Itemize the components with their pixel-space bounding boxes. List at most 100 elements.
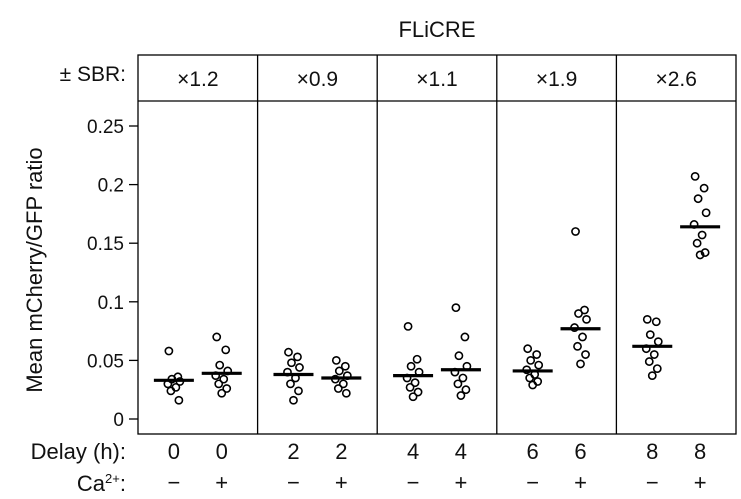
- data-point: [334, 366, 344, 376]
- data-point: [576, 359, 585, 369]
- y-tick-label: 0.1: [98, 293, 124, 314]
- data-point: [653, 337, 663, 347]
- data-point: [699, 183, 709, 193]
- data-point: [287, 358, 296, 368]
- data-point: [164, 346, 174, 356]
- group-labels: ×1.2 0 − 0 + ×0.9 2 − 2 + ×1.1 4 − 4 + ×1.9 6 − 6 + ×2.6 8 − 8 +: [167, 68, 706, 495]
- data-point: [174, 395, 184, 405]
- data-point: [453, 379, 463, 389]
- delay-label: 0: [216, 439, 228, 464]
- data-point: [212, 332, 222, 342]
- ca-label: −: [287, 470, 300, 495]
- data-point: [701, 208, 711, 218]
- data-point: [294, 386, 303, 396]
- sbr-row-label: ± SBR:: [60, 63, 126, 86]
- data-point: [574, 309, 583, 318]
- data-point: [534, 360, 544, 370]
- ca-row-label: Ca2+:: [77, 471, 126, 496]
- delay-row-label: Delay (h):: [31, 439, 126, 464]
- delay-label: 0: [168, 439, 180, 464]
- data-point: [456, 391, 466, 400]
- delay-label: 4: [455, 439, 467, 464]
- data-point: [166, 386, 176, 396]
- data-point: [461, 385, 471, 395]
- data-point: [408, 392, 418, 402]
- y-axis: 0 0.05 0.1 0.15 0.2 0.25: [87, 117, 138, 431]
- sbr-label: ×1.2: [177, 68, 218, 91]
- plot-frame: [137, 54, 737, 435]
- data-point: [697, 230, 707, 240]
- y-axis-label: Mean mCherry/GFP ratio: [22, 147, 47, 392]
- data-point: [647, 371, 657, 381]
- sbr-label: ×1.9: [536, 68, 577, 91]
- data-point: [578, 332, 587, 342]
- data-point: [645, 330, 655, 340]
- data-point: [338, 379, 348, 389]
- data-point: [222, 384, 232, 393]
- data-point: [289, 395, 298, 405]
- y-tick-label: 0.15: [87, 234, 124, 255]
- ca-label: +: [574, 470, 587, 495]
- data-point: [526, 355, 536, 365]
- data-point: [642, 314, 652, 324]
- data-point: [214, 379, 224, 389]
- data-point: [340, 361, 350, 371]
- data-point: [406, 361, 416, 371]
- ca-label: −: [526, 470, 539, 495]
- data-point: [412, 354, 422, 364]
- data-point: [573, 341, 582, 351]
- data-layer: [153, 171, 721, 405]
- delay-label: 2: [335, 439, 347, 464]
- data-point: [331, 355, 341, 365]
- y-tick-label: 0.05: [87, 351, 124, 372]
- data-point: [571, 227, 580, 236]
- ca-label: −: [167, 470, 180, 495]
- data-point: [284, 347, 293, 357]
- data-point: [582, 314, 591, 324]
- delay-label: 6: [574, 439, 586, 464]
- data-point: [581, 350, 590, 359]
- delay-label: 2: [287, 439, 299, 464]
- data-point: [219, 374, 229, 384]
- sbr-label: ×1.1: [416, 68, 457, 91]
- delay-label: 8: [694, 439, 706, 464]
- data-point: [690, 171, 700, 181]
- data-point: [532, 350, 542, 359]
- ca-label: +: [694, 470, 707, 495]
- y-tick-label: 0: [113, 410, 124, 431]
- data-point: [692, 238, 702, 248]
- data-point: [403, 322, 413, 331]
- y-tick-label: 0.2: [98, 176, 124, 197]
- delay-label: 6: [527, 439, 539, 464]
- sbr-label: ×2.6: [655, 68, 696, 91]
- data-point: [700, 248, 710, 257]
- data-point: [454, 351, 464, 361]
- ca-label: +: [454, 470, 467, 495]
- data-point: [695, 250, 705, 260]
- sbr-label: ×0.9: [297, 68, 338, 91]
- ca-label: +: [335, 470, 348, 495]
- data-point: [458, 373, 468, 383]
- data-point: [413, 387, 423, 397]
- data-point: [523, 344, 533, 354]
- data-point: [215, 360, 225, 370]
- plot-border: [137, 54, 737, 435]
- data-point: [295, 363, 304, 372]
- data-point: [528, 380, 538, 390]
- data-point: [405, 382, 415, 392]
- chart-title: FLiCRE: [398, 17, 475, 42]
- data-point: [460, 332, 470, 342]
- data-point: [221, 345, 231, 355]
- data-point: [644, 357, 654, 366]
- data-point: [693, 194, 703, 204]
- data-point: [652, 364, 662, 374]
- data-point: [217, 388, 227, 398]
- data-point: [410, 378, 420, 388]
- data-point: [651, 317, 661, 327]
- data-point: [451, 303, 461, 313]
- data-point: [525, 373, 535, 383]
- data-point: [286, 379, 295, 389]
- data-point: [341, 388, 351, 398]
- y-tick-label: 0.25: [87, 117, 124, 138]
